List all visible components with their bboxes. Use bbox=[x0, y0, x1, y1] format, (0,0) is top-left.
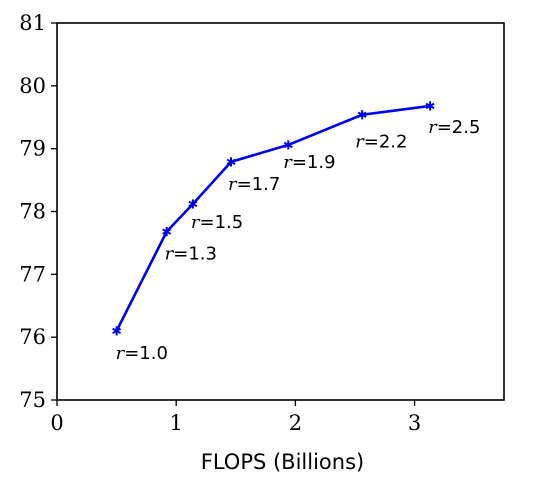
point-label: r=1.0 bbox=[116, 343, 168, 364]
point-label: r=2.5 bbox=[428, 117, 480, 138]
data-point-marker bbox=[188, 199, 198, 209]
x-tick-label: 2 bbox=[289, 411, 302, 435]
y-tick-label: 76 bbox=[19, 325, 46, 349]
y-tick-label: 79 bbox=[19, 137, 46, 161]
data-point-marker bbox=[162, 227, 172, 237]
y-tick-label: 78 bbox=[19, 200, 46, 224]
y-tick-label: 80 bbox=[19, 74, 46, 98]
data-point-marker bbox=[425, 101, 435, 111]
x-tick-label: 1 bbox=[170, 411, 183, 435]
data-point-marker bbox=[226, 157, 236, 167]
x-tick-label: 3 bbox=[408, 411, 421, 435]
data-point-marker bbox=[357, 110, 367, 120]
data-point-marker bbox=[283, 140, 293, 150]
y-tick-label: 77 bbox=[19, 262, 46, 286]
data-point-marker bbox=[112, 326, 122, 336]
x-axis-title: FLOPS (Billions) bbox=[201, 450, 364, 474]
x-tick-label: 0 bbox=[50, 411, 63, 435]
point-label: r=1.7 bbox=[228, 174, 280, 195]
point-label: r=2.2 bbox=[355, 132, 407, 153]
point-label: r=1.3 bbox=[165, 244, 217, 265]
point-label: r=1.9 bbox=[283, 152, 335, 173]
axis-ticks: 0 1 2 3 75 76 77 78 79 80 81 bbox=[19, 11, 421, 435]
y-tick-label: 75 bbox=[19, 388, 46, 412]
point-label: r=1.5 bbox=[191, 212, 243, 233]
chart-marks: r=1.0 r=1.3 r=1.5 r=1.7r=1.9 r=2.2 r=2.5 bbox=[112, 101, 480, 364]
y-tick-label: 81 bbox=[19, 11, 46, 35]
